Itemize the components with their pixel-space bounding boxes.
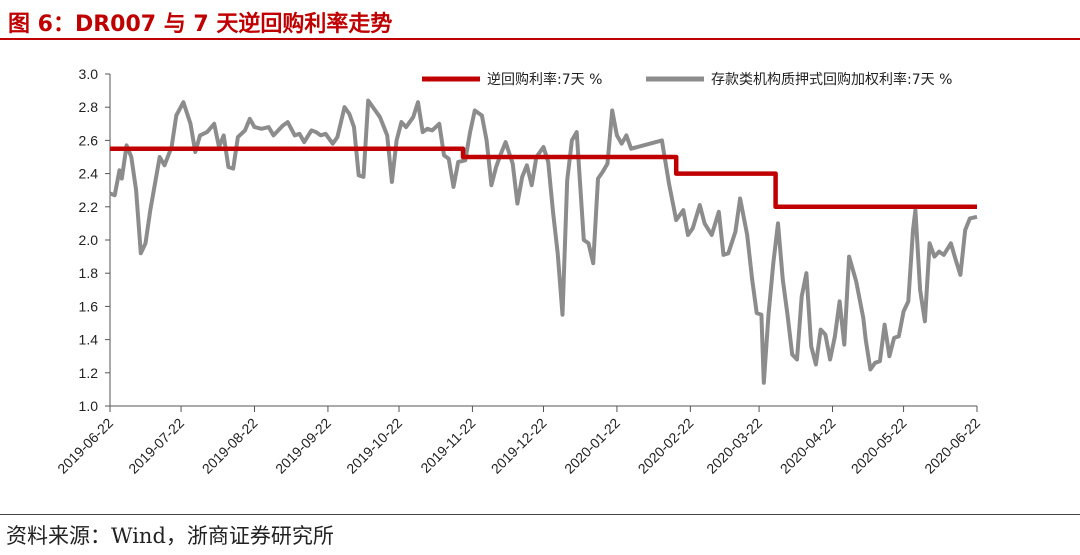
y-tick-label: 2.4 [79,166,99,182]
x-tick-label: 2019-06-22 [54,415,116,477]
x-tick-label: 2020-06-22 [921,415,983,477]
x-tick-label: 2020-04-22 [777,415,839,477]
title-rule [0,38,1080,40]
legend-dr007-label: 存款类机构质押式回购加权利率:7天 % [711,71,952,88]
x-tick-label: 2019-07-22 [125,415,187,477]
footer-rule [0,514,1080,515]
x-tick-label: 2020-05-22 [848,415,910,477]
y-tick-label: 2.2 [79,199,99,215]
y-tick-label: 2.8 [79,99,99,115]
y-tick-label: 3.0 [79,66,99,82]
y-tick-label: 1.2 [79,365,99,381]
y-tick-label: 1.8 [79,265,99,281]
y-tick-label: 1.4 [79,332,99,348]
x-tick-label: 2020-03-22 [703,415,765,477]
x-tick-label: 2019-08-22 [199,415,261,477]
series-dr007-line [109,98,978,385]
x-tick-label: 2020-01-22 [561,415,623,477]
y-tick-label: 1.6 [79,298,99,314]
y-tick-label: 1.0 [79,398,99,414]
x-tick-label: 2019-09-22 [272,415,334,477]
x-tick-label: 2020-02-22 [635,415,697,477]
x-tick-label: 2019-10-22 [343,415,405,477]
line-chart: 1.0 1.2 1.4 1.6 1.8 2.0 2.2 2.4 2.6 2.8 3.0 2019-06… [54,66,983,477]
figure-title: 图 6：DR007 与 7 天逆回购利率走势 [8,12,393,37]
y-tick-label: 2.0 [79,232,99,248]
x-tick-label: 2019-11-22 [417,415,478,476]
legend-reverse-repo-label: 逆回购利率:7天 % [487,71,602,88]
series-reverse-repo-line [110,146,977,210]
x-tick-label: 2019-12-22 [488,415,550,477]
y-tick-label: 2.6 [79,132,99,148]
source-note: 资料来源：Wind，浙商证券研究所 [6,524,334,548]
